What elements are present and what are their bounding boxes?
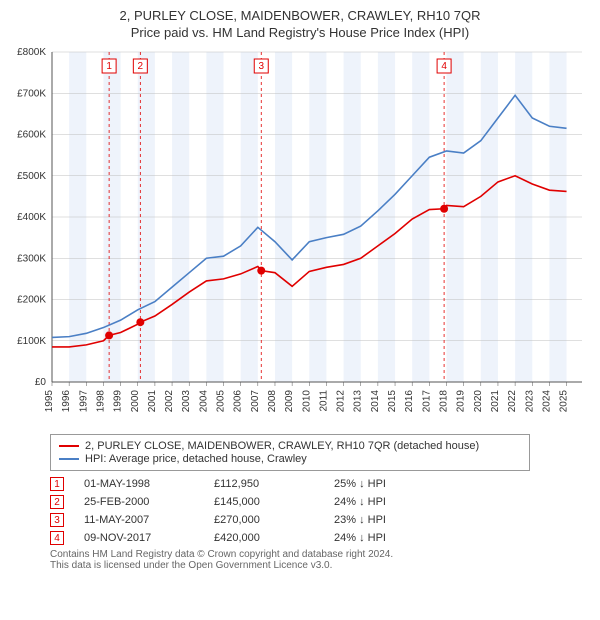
event-price: £420,000 xyxy=(214,532,314,544)
legend-row: 2, PURLEY CLOSE, MAIDENBOWER, CRAWLEY, R… xyxy=(59,440,521,452)
svg-text:2017: 2017 xyxy=(421,390,432,413)
svg-text:2001: 2001 xyxy=(147,390,158,413)
svg-text:2004: 2004 xyxy=(198,390,209,413)
footer-line-2: This data is licensed under the Open Gov… xyxy=(50,560,590,571)
event-price: £112,950 xyxy=(214,478,314,490)
svg-text:1997: 1997 xyxy=(78,390,89,413)
legend: 2, PURLEY CLOSE, MAIDENBOWER, CRAWLEY, R… xyxy=(50,434,530,471)
svg-text:2018: 2018 xyxy=(438,390,449,413)
svg-text:2015: 2015 xyxy=(387,390,398,413)
svg-text:2021: 2021 xyxy=(490,390,501,413)
svg-text:£500K: £500K xyxy=(17,171,46,182)
events-table: 1 01-MAY-1998 £112,950 25% ↓ HPI 2 25-FEB-200… xyxy=(50,477,590,545)
svg-text:£200K: £200K xyxy=(17,295,46,306)
legend-label: HPI: Average price, detached house, Craw… xyxy=(85,453,307,465)
svg-text:3: 3 xyxy=(258,61,264,72)
svg-text:2020: 2020 xyxy=(473,390,484,413)
legend-swatch xyxy=(59,445,79,447)
legend-swatch xyxy=(59,458,79,460)
svg-text:2003: 2003 xyxy=(181,390,192,413)
event-row: 3 11-MAY-2007 £270,000 23% ↓ HPI xyxy=(50,513,590,527)
event-diff: 25% ↓ HPI xyxy=(334,478,434,490)
svg-text:2: 2 xyxy=(138,61,144,72)
event-row: 4 09-NOV-2017 £420,000 24% ↓ HPI xyxy=(50,531,590,545)
svg-text:2007: 2007 xyxy=(250,390,261,413)
event-diff: 24% ↓ HPI xyxy=(334,496,434,508)
svg-text:1996: 1996 xyxy=(61,390,72,413)
svg-text:£400K: £400K xyxy=(17,212,46,223)
event-marker: 1 xyxy=(50,477,64,491)
event-date: 01-MAY-1998 xyxy=(84,478,194,490)
svg-text:2008: 2008 xyxy=(267,390,278,413)
chart: £0 £100K £200K £300K £400K £500K £600K £700K £80… xyxy=(10,48,590,428)
svg-text:1: 1 xyxy=(106,61,112,72)
svg-text:2012: 2012 xyxy=(336,390,347,413)
svg-text:2024: 2024 xyxy=(541,390,552,413)
svg-text:2019: 2019 xyxy=(456,390,467,413)
svg-text:£300K: £300K xyxy=(17,253,46,264)
svg-text:£800K: £800K xyxy=(17,48,46,58)
legend-row: HPI: Average price, detached house, Craw… xyxy=(59,453,521,465)
event-row: 2 25-FEB-2000 £145,000 24% ↓ HPI xyxy=(50,495,590,509)
svg-text:2011: 2011 xyxy=(318,390,329,412)
footer-line-1: Contains HM Land Registry data © Crown c… xyxy=(50,549,590,560)
svg-text:2023: 2023 xyxy=(524,390,535,413)
event-date: 09-NOV-2017 xyxy=(84,532,194,544)
event-diff: 23% ↓ HPI xyxy=(334,514,434,526)
event-price: £145,000 xyxy=(214,496,314,508)
legend-label: 2, PURLEY CLOSE, MAIDENBOWER, CRAWLEY, R… xyxy=(85,440,479,452)
event-marker: 3 xyxy=(50,513,64,527)
event-marker: 4 xyxy=(50,531,64,545)
chart-svg: £0 £100K £200K £300K £400K £500K £600K £700K £80… xyxy=(10,48,590,428)
svg-text:4: 4 xyxy=(441,61,447,72)
svg-text:2016: 2016 xyxy=(404,390,415,413)
svg-text:2014: 2014 xyxy=(370,390,381,413)
svg-text:1999: 1999 xyxy=(113,390,124,413)
svg-text:£0: £0 xyxy=(35,377,47,388)
svg-text:2002: 2002 xyxy=(164,390,175,413)
svg-text:£600K: £600K xyxy=(17,130,46,141)
svg-text:2006: 2006 xyxy=(233,390,244,413)
title-line-2: Price paid vs. HM Land Registry's House … xyxy=(10,25,590,40)
svg-text:2025: 2025 xyxy=(559,390,570,413)
event-row: 1 01-MAY-1998 £112,950 25% ↓ HPI xyxy=(50,477,590,491)
svg-text:2005: 2005 xyxy=(216,390,227,413)
svg-text:1998: 1998 xyxy=(95,390,106,413)
svg-text:£700K: £700K xyxy=(17,88,46,99)
svg-text:£100K: £100K xyxy=(17,336,46,347)
svg-text:1995: 1995 xyxy=(44,390,55,413)
title-line-1: 2, PURLEY CLOSE, MAIDENBOWER, CRAWLEY, R… xyxy=(10,8,590,23)
event-date: 25-FEB-2000 xyxy=(84,496,194,508)
svg-text:2022: 2022 xyxy=(507,390,518,413)
event-diff: 24% ↓ HPI xyxy=(334,532,434,544)
event-price: £270,000 xyxy=(214,514,314,526)
event-date: 11-MAY-2007 xyxy=(84,514,194,526)
svg-text:2009: 2009 xyxy=(284,390,295,413)
svg-text:2010: 2010 xyxy=(301,390,312,413)
chart-page: 2, PURLEY CLOSE, MAIDENBOWER, CRAWLEY, R… xyxy=(0,0,600,620)
footer: Contains HM Land Registry data © Crown c… xyxy=(50,549,590,571)
event-marker: 2 xyxy=(50,495,64,509)
svg-text:2000: 2000 xyxy=(130,390,141,413)
svg-text:2013: 2013 xyxy=(353,390,364,413)
